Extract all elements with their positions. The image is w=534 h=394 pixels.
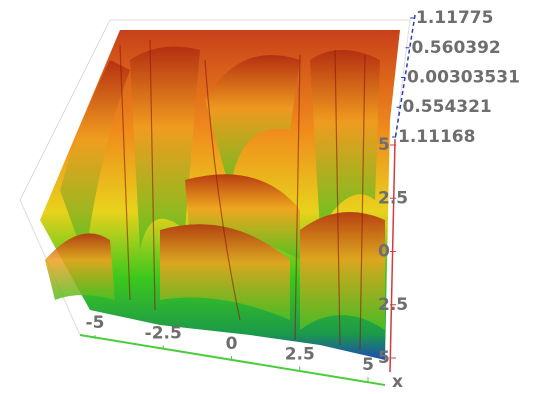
- ridge: [185, 174, 300, 260]
- x-tick-label: -5: [86, 313, 105, 333]
- x-tick-label: -2.5: [145, 324, 182, 344]
- box-edge: [19, 19, 411, 201]
- ridge: [45, 233, 115, 300]
- ridge: [130, 46, 200, 251]
- surface-lines: [119, 39, 366, 351]
- z-tick-label: 0.560392: [412, 38, 501, 58]
- x-tick-label: 0: [226, 334, 238, 354]
- surface-line: [119, 39, 366, 351]
- x-tick-label: 5: [362, 355, 374, 375]
- z-tick-label: 1.11168: [398, 127, 475, 147]
- z-tick-label: 0.00303531: [407, 67, 520, 87]
- x-axis: [79, 334, 386, 386]
- surface-ridges: [45, 46, 385, 330]
- x-axis-label: x: [392, 372, 403, 392]
- y-tick-label: 0: [378, 242, 390, 262]
- ridge: [300, 212, 385, 330]
- ridge: [160, 224, 290, 320]
- ridge: [60, 60, 130, 260]
- y-tick-label: 5: [378, 135, 390, 155]
- y-tick-label: 5: [378, 348, 390, 368]
- y-axis: [389, 139, 396, 373]
- x-tick-label: 2.5: [285, 345, 315, 365]
- z-tick-label: 0.554321: [403, 97, 492, 117]
- ridge: [205, 55, 300, 190]
- z-tick-label: 1.11775: [416, 8, 493, 28]
